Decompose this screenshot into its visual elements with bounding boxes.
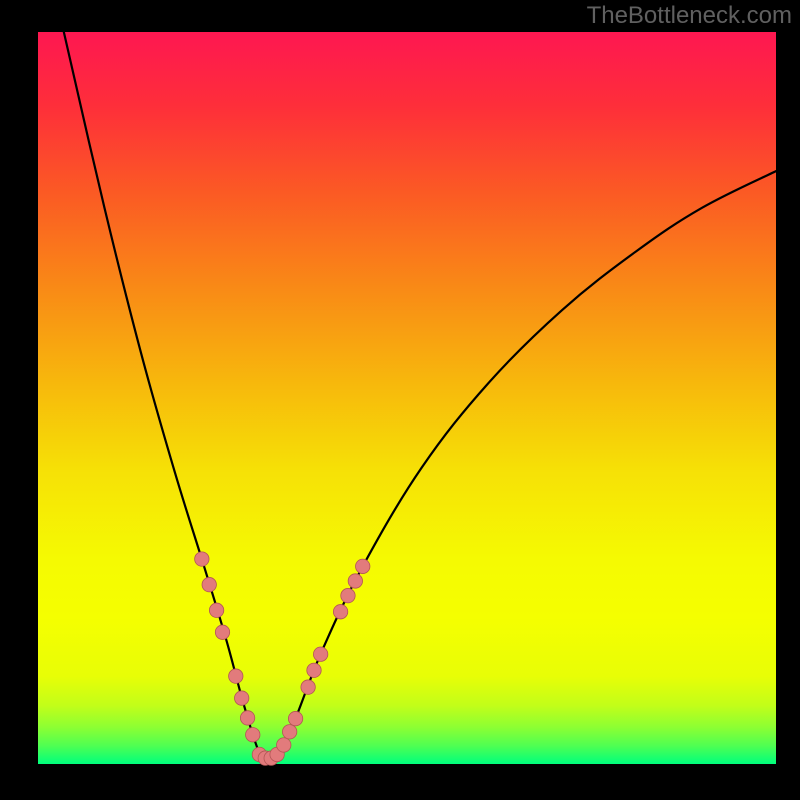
data-marker [234,691,248,705]
data-marker [307,663,321,677]
data-marker [356,559,370,573]
data-marker [229,669,243,683]
data-marker [215,625,229,639]
data-marker [288,711,302,725]
data-marker [202,577,216,591]
gradient-background [38,32,776,764]
data-marker [277,738,291,752]
data-marker [301,680,315,694]
data-marker [348,574,362,588]
data-marker [240,711,254,725]
data-marker [313,647,327,661]
data-marker [209,603,223,617]
data-marker [246,728,260,742]
watermark-text: TheBottleneck.com [587,2,792,30]
data-marker [341,588,355,602]
data-marker [195,552,209,566]
data-marker [333,605,347,619]
data-marker [282,725,296,739]
bottleneck-chart [0,0,800,800]
